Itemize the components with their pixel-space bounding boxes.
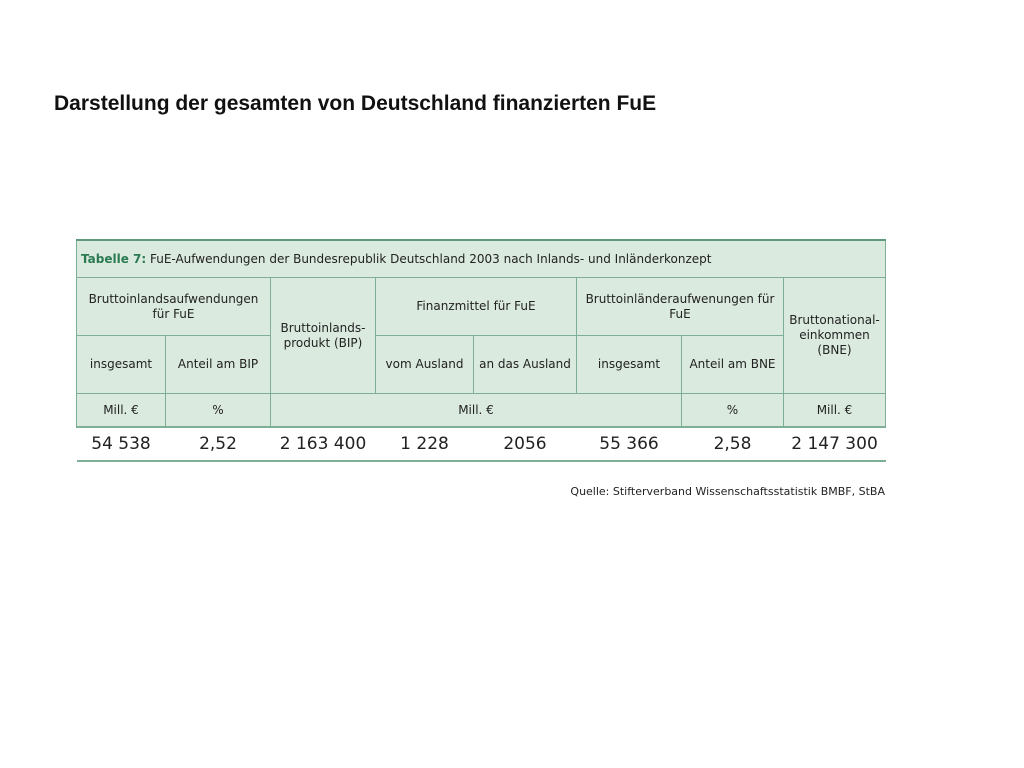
header-bne: Bruttonational-einkommen (BNE) [783, 277, 886, 394]
unit-percent-1: % [165, 393, 271, 428]
table-caption: Tabelle 7: FuE-Aufwendungen der Bundesre… [76, 239, 886, 278]
table-row: 54 538 2,52 2 163 400 1 228 2056 55 366 … [76, 426, 886, 462]
value-bne: 2 147 300 [783, 426, 886, 462]
value-anteil-bip: 2,52 [165, 426, 271, 462]
header-bruttoinlaenderaufwendungen: Bruttoinländeraufwenungen für FuE [576, 277, 784, 336]
value-bip: 2 163 400 [270, 426, 376, 462]
unit-mill-euro-2: Mill. € [783, 393, 886, 428]
unit-percent-2: % [681, 393, 784, 428]
header-finanzmittel: Finanzmittel für FuE [375, 277, 577, 336]
header-insgesamt-inland: insgesamt [76, 335, 166, 394]
table-caption-label: Tabelle 7: [81, 251, 147, 266]
slide-title: Darstellung der gesamten von Deutschland… [54, 92, 657, 115]
value-bruttoinland-insgesamt: 54 538 [76, 426, 166, 462]
header-vom-ausland: vom Ausland [375, 335, 474, 394]
source-note: Quelle: Stifterverband Wissenschaftsstat… [570, 485, 885, 498]
table-caption-text: FuE-Aufwendungen der Bundesrepublik Deut… [146, 251, 712, 266]
header-bruttoinlandsaufwendungen: Bruttoinlandsaufwendungen für FuE [76, 277, 271, 336]
fue-table-figure: Tabelle 7: FuE-Aufwendungen der Bundesre… [76, 239, 886, 498]
value-an-das-ausland: 2056 [473, 426, 577, 462]
unit-mill-euro-mid: Mill. € [270, 393, 682, 428]
header-an-das-ausland: an das Ausland [473, 335, 577, 394]
header-bip: Bruttoinlands-produkt (BIP) [270, 277, 376, 394]
value-anteil-bne: 2,58 [681, 426, 784, 462]
header-anteil-bne: Anteil am BNE [681, 335, 784, 394]
value-vom-ausland: 1 228 [375, 426, 474, 462]
value-bruttoinlaender-insgesamt: 55 366 [576, 426, 682, 462]
header-insgesamt-inlaender: insgesamt [576, 335, 682, 394]
fue-table: Tabelle 7: FuE-Aufwendungen der Bundesre… [76, 239, 886, 462]
header-anteil-bip: Anteil am BIP [165, 335, 271, 394]
unit-mill-euro-1: Mill. € [76, 393, 166, 428]
